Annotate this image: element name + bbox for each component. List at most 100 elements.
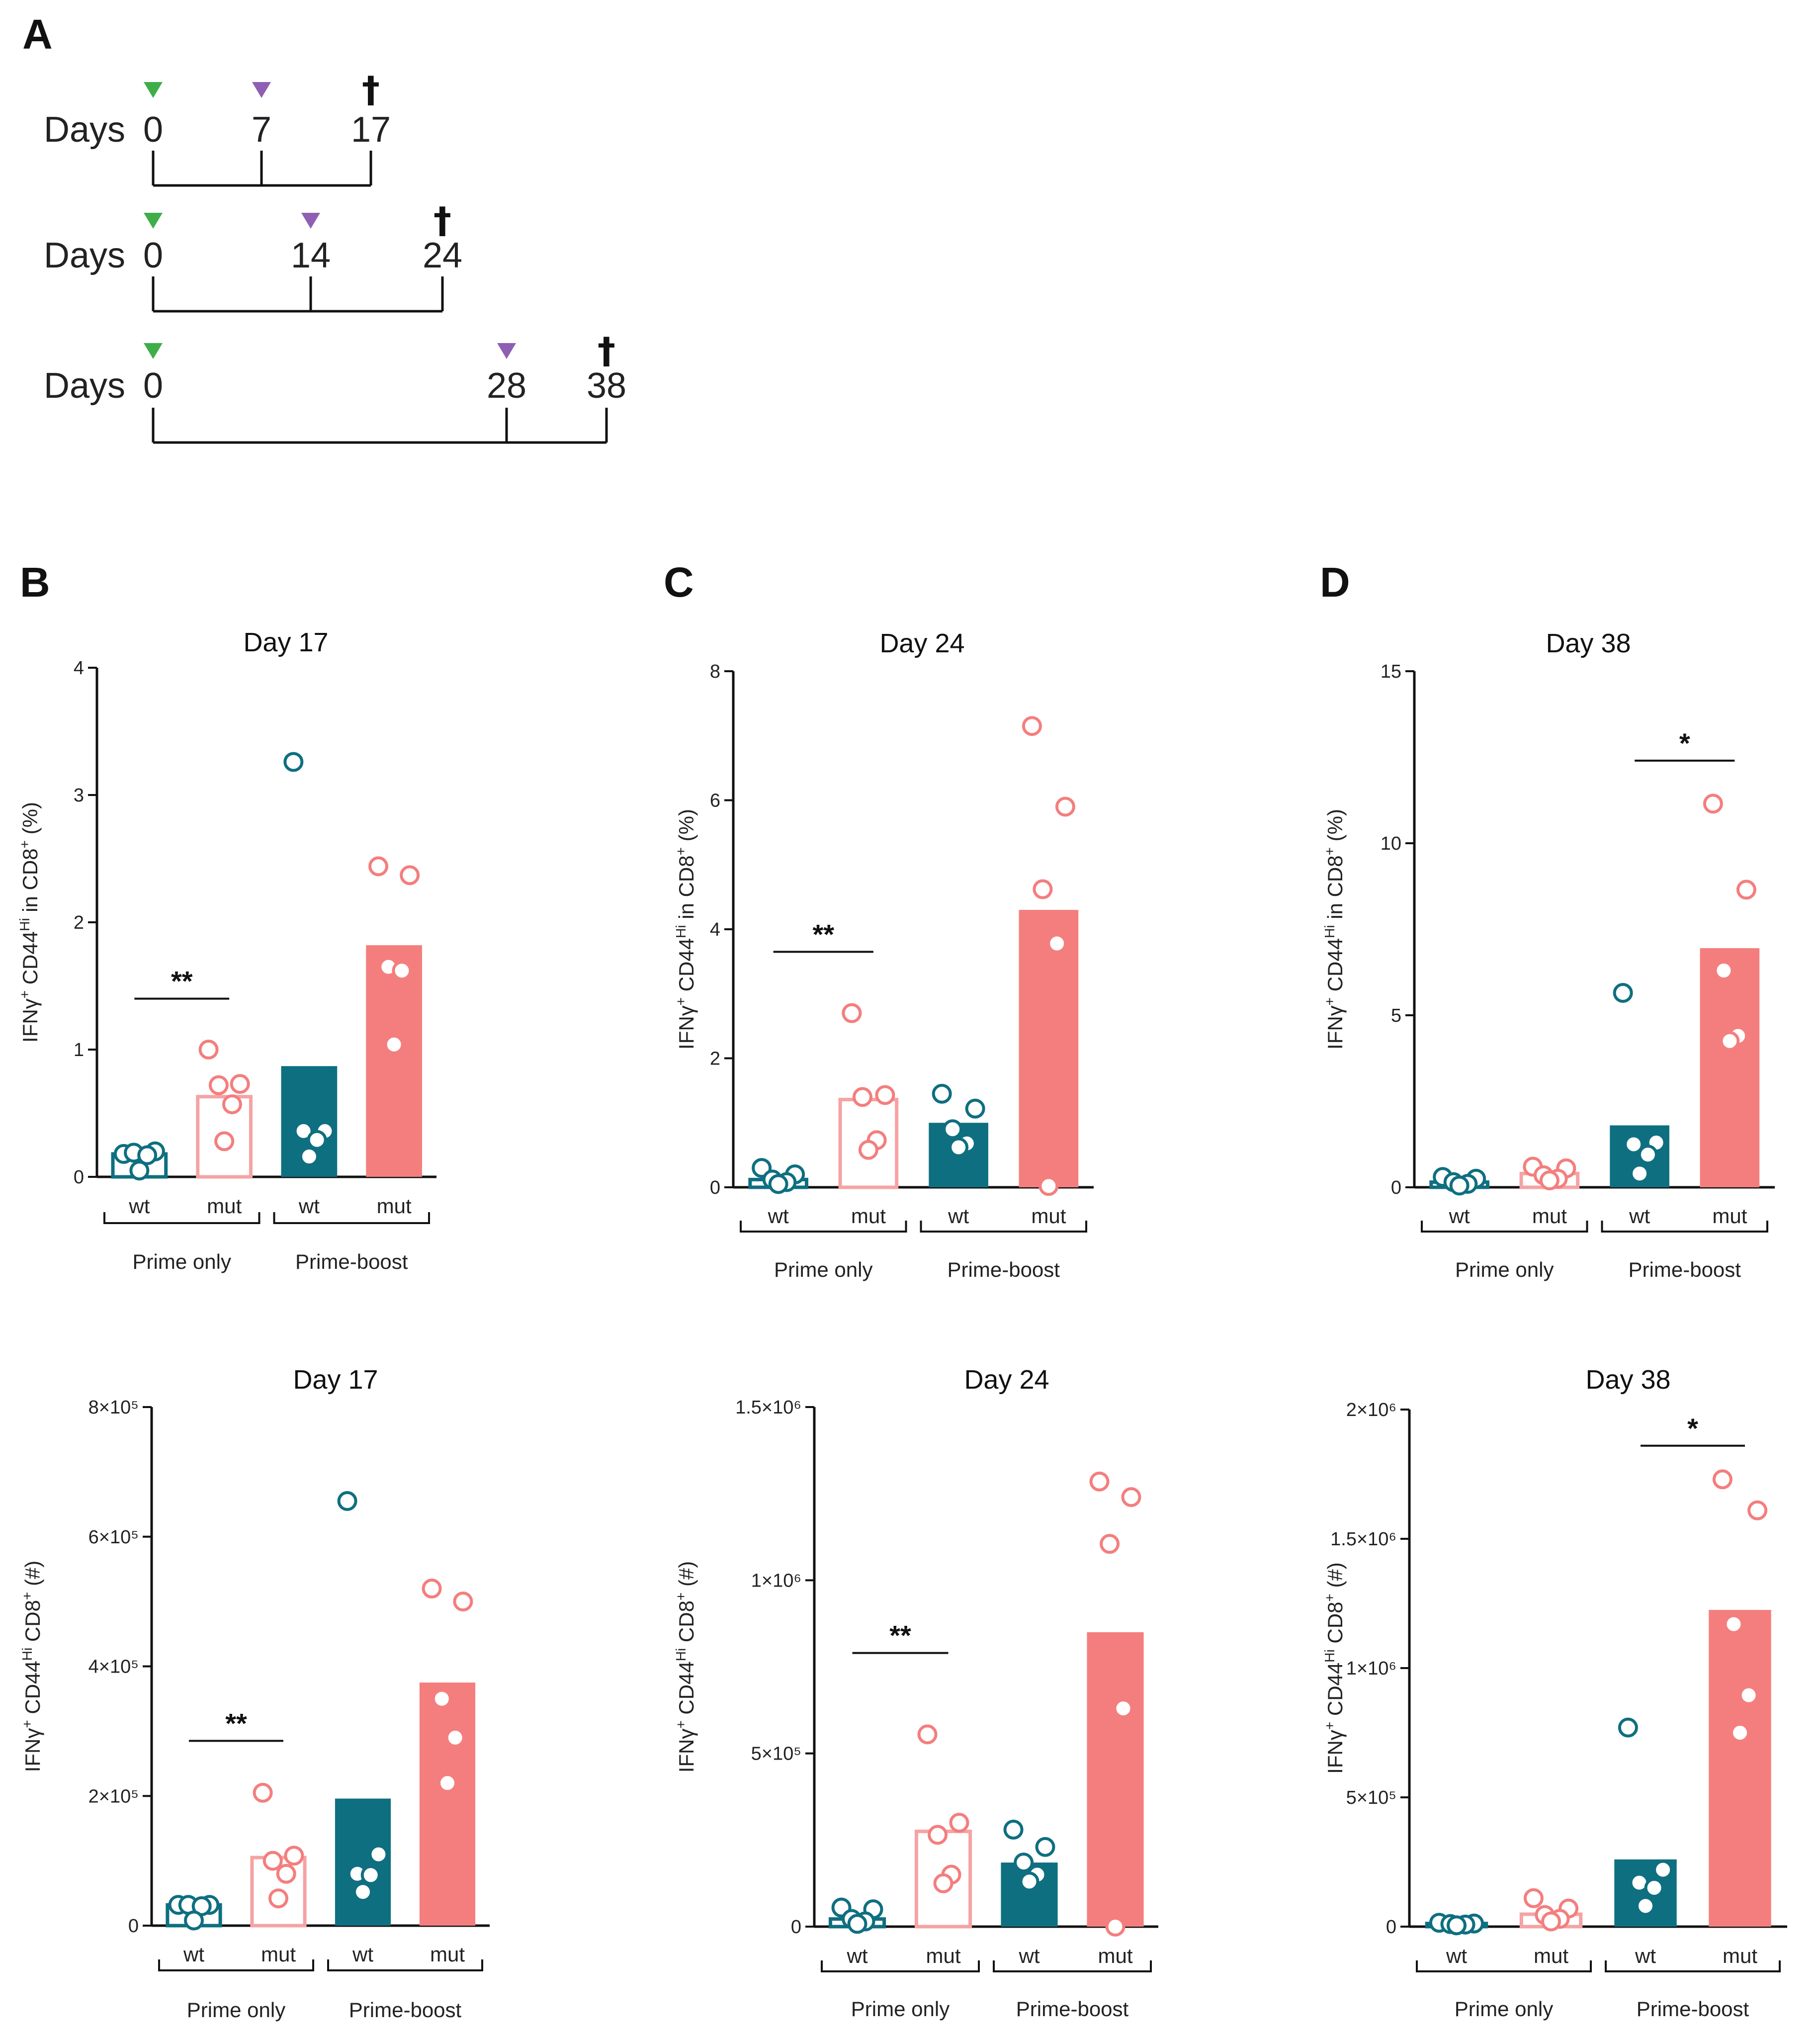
group-bracket: Prime only xyxy=(740,1221,907,1281)
y-axis-label-part: IFNγ xyxy=(21,1728,44,1772)
category-label: wt xyxy=(352,1943,373,1966)
data-point xyxy=(1624,1134,1644,1154)
y-axis-label-part: CD44 xyxy=(675,1661,698,1720)
y-axis-label-part: (%) xyxy=(1323,809,1347,847)
category-label: wt xyxy=(1446,1944,1467,1967)
data-point xyxy=(1105,1917,1126,1937)
cross-icon: † xyxy=(362,69,380,110)
data-point xyxy=(933,1873,953,1893)
y-axis-label-part: + xyxy=(19,1720,35,1728)
data-point xyxy=(283,752,304,772)
day-number: 17 xyxy=(351,110,391,150)
y-tick-label: 2×10⁵ xyxy=(88,1786,139,1807)
y-axis-label-part: + xyxy=(19,1592,35,1600)
y-tick-label: 5×10⁵ xyxy=(751,1744,801,1765)
y-tick-label: 0 xyxy=(74,1167,84,1188)
data-point xyxy=(928,1825,948,1845)
y-axis-label-part: CD8 xyxy=(675,1600,698,1648)
group-bracket: Prime-boost xyxy=(327,1959,483,2022)
data-point xyxy=(1523,1888,1544,1908)
group-bracket: Prime-boost xyxy=(1605,1960,1781,2021)
bar xyxy=(419,1683,476,1926)
panel-letter-a: A xyxy=(22,11,53,58)
data-point xyxy=(949,1137,969,1157)
y-tick-label: 0 xyxy=(1391,1177,1401,1198)
y-axis-label-part: (%) xyxy=(675,809,698,847)
panel-letter: C xyxy=(664,559,694,606)
data-point xyxy=(384,1034,404,1055)
y-axis-label-part: IFNγ xyxy=(675,1005,698,1050)
data-point xyxy=(1003,1819,1024,1840)
prime-marker-icon xyxy=(144,213,163,229)
data-point xyxy=(432,1688,452,1709)
y-axis-label-part: + xyxy=(17,840,32,848)
data-point xyxy=(875,1085,895,1105)
group-bracket-line xyxy=(920,1221,1087,1233)
timeline-2: Days 0 14 24† xyxy=(44,199,462,313)
y-tick-label: 2 xyxy=(74,912,84,933)
y-axis-label-part: + xyxy=(1322,1722,1337,1730)
y-tick-label: 0 xyxy=(710,1177,720,1198)
data-point xyxy=(768,1174,788,1194)
significance-label: * xyxy=(1687,1413,1698,1444)
day-number: 28 xyxy=(487,366,526,406)
group-bracket-line xyxy=(1416,1960,1592,1972)
significance-label: ** xyxy=(225,1707,247,1739)
group-label: Prime-boost xyxy=(1629,1258,1741,1281)
data-point xyxy=(1047,933,1067,954)
data-point xyxy=(422,1579,442,1599)
y-axis-label-part: Hi xyxy=(673,1648,689,1661)
group-bracket-line xyxy=(158,1959,314,1971)
data-point xyxy=(1121,1487,1141,1507)
data-point xyxy=(1618,1717,1638,1738)
category-label: wt xyxy=(1449,1204,1470,1228)
day-number: 0 xyxy=(143,236,163,275)
y-axis-label-part: IFNγ xyxy=(675,1729,698,1773)
group-label: Prime-boost xyxy=(948,1258,1060,1281)
category-label: wt xyxy=(298,1194,320,1218)
significance-label: ** xyxy=(812,918,834,950)
category-label: mut xyxy=(1031,1204,1066,1228)
y-axis-label-part: CD44 xyxy=(21,1661,44,1720)
y-axis-label-part: Hi xyxy=(17,918,32,931)
data-point xyxy=(932,1083,952,1104)
y-axis-label-part: CD44 xyxy=(1323,1663,1347,1722)
group-bracket-line xyxy=(103,1212,260,1224)
data-point xyxy=(1630,1163,1650,1184)
panel-letter: B xyxy=(20,559,50,606)
chart-title: Day 17 xyxy=(243,627,328,657)
y-tick-label: 4 xyxy=(710,919,720,940)
group-bracket-line xyxy=(1421,1221,1588,1233)
y-axis-label-part: IFNγ xyxy=(18,998,42,1043)
group-bracket-line xyxy=(273,1212,430,1224)
bar xyxy=(1709,1610,1771,1927)
bar xyxy=(196,1095,253,1179)
y-tick-label: 8×10⁵ xyxy=(88,1397,139,1418)
y-axis-label-part: Hi xyxy=(1322,925,1337,938)
y-axis-label-part: CD44 xyxy=(675,938,698,997)
y-tick-label: 1.5×10⁶ xyxy=(1330,1529,1396,1550)
boost-marker-icon xyxy=(252,82,271,98)
y-axis-label-part: in CD8 xyxy=(1323,855,1347,925)
group-label: Prime-boost xyxy=(295,1250,408,1273)
data-point xyxy=(1636,1896,1655,1916)
data-point xyxy=(337,1491,357,1511)
y-axis-label: IFNγ+ CD44Hi in CD8+ (%) xyxy=(17,802,42,1043)
panel-letter: D xyxy=(1320,559,1350,606)
data-point xyxy=(184,1910,204,1931)
group-label: Prime-boost xyxy=(1637,1997,1749,2021)
data-point xyxy=(262,1851,283,1871)
group-label: Prime only xyxy=(1455,1258,1554,1281)
day-number: 14 xyxy=(291,236,331,275)
y-axis-label-part: Hi xyxy=(1322,1649,1337,1662)
y-axis-label-part: (#) xyxy=(675,1561,698,1593)
category-label: mut xyxy=(1712,1204,1747,1228)
data-point xyxy=(1720,1031,1740,1051)
y-axis-label-part: in CD8 xyxy=(675,855,698,925)
group-bracket-line xyxy=(327,1959,483,1971)
group-bracket-line xyxy=(1601,1221,1768,1233)
